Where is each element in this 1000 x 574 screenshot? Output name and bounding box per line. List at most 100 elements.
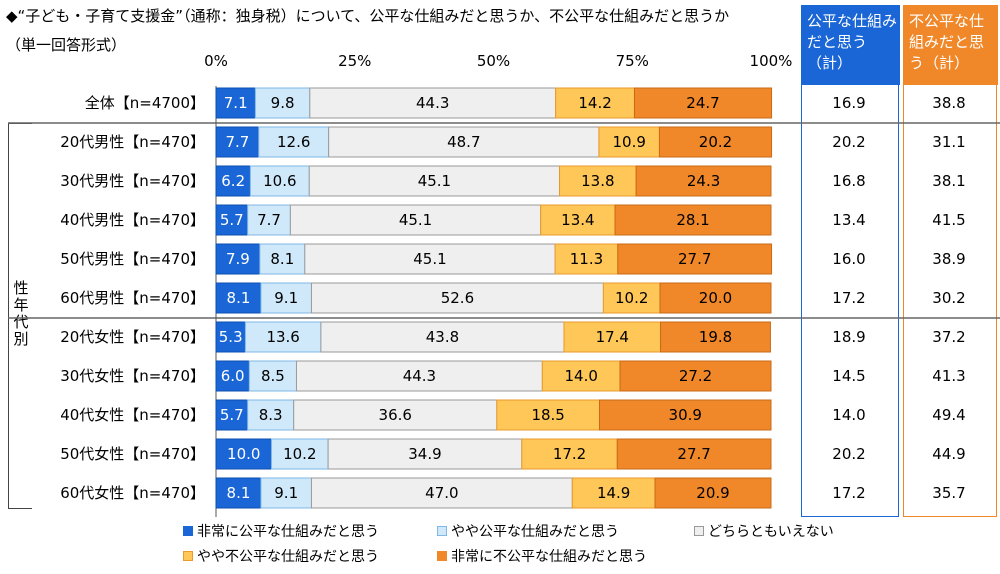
category-label: 20代男性【n=470】 [60, 133, 205, 151]
unfair-total-value: 37.2 [932, 328, 965, 346]
data-label: 13.6 [266, 328, 299, 346]
bar-segment [328, 126, 600, 158]
data-label: 52.6 [441, 289, 474, 307]
data-label: 11.3 [570, 250, 603, 268]
data-label: 12.6 [277, 133, 310, 151]
data-label: 14.2 [578, 94, 611, 112]
legend-swatch [183, 551, 193, 561]
bar-segment [320, 321, 565, 353]
bar-segment [215, 243, 261, 275]
bar-segment [260, 282, 312, 314]
legend-swatch [437, 526, 447, 536]
legend-item-somewhat-fair: やや公平な仕組みだと思う [437, 521, 619, 541]
bar-segment [496, 399, 601, 431]
bar-segment [599, 399, 772, 431]
bar-segment [244, 321, 322, 353]
legend-item-neither: どちらともいえない [694, 521, 834, 541]
bar-segment [215, 477, 262, 509]
category-label: 30代女性【n=470】 [60, 367, 205, 385]
bar-segment [310, 477, 573, 509]
unfair-total-value: 38.9 [932, 250, 965, 268]
fair-total-value: 20.2 [832, 445, 865, 463]
x-tick-label: 50% [477, 52, 510, 70]
data-label: 8.1 [227, 484, 251, 502]
data-label: 14.0 [564, 367, 597, 385]
fair-total-value: 20.2 [832, 133, 865, 151]
data-label: 5.7 [220, 406, 244, 424]
chart-title: ◆“子ども・子育て支援金”（通称：独身税）について、公平な仕組みだと思うか、不公… [6, 7, 730, 25]
data-label: 24.7 [686, 94, 719, 112]
legend-label: 非常に不公平な仕組みだと思う [451, 549, 647, 565]
category-label: 30代男性【n=470】 [60, 172, 205, 190]
fair-total-value: 16.0 [832, 250, 865, 268]
bar-segment [215, 87, 256, 119]
data-label: 20.9 [696, 484, 729, 502]
unfair-total-value: 44.9 [932, 445, 965, 463]
fair-total-header: 公平な仕組みだと思う（計） [801, 5, 900, 85]
data-label: 9.8 [271, 94, 295, 112]
bar-segment [310, 282, 604, 314]
bar-segment [563, 321, 662, 353]
data-label: 27.7 [677, 445, 710, 463]
data-label: 10.0 [227, 445, 260, 463]
legend-label: どちらともいえない [708, 524, 834, 540]
data-label: 36.6 [379, 406, 412, 424]
category-label: 40代男性【n=470】 [60, 211, 205, 229]
category-label: 60代男性【n=470】 [60, 289, 205, 307]
bar-segment [215, 360, 250, 392]
legend-swatch [437, 551, 447, 561]
bar-segment [215, 321, 246, 353]
legend-item-very-unfair: 非常に不公平な仕組みだと思う [437, 546, 647, 566]
data-label: 24.3 [687, 172, 720, 190]
bar-segment [654, 477, 772, 509]
x-tick-label: 75% [616, 52, 649, 70]
data-label: 10.6 [263, 172, 296, 190]
data-label: 43.8 [426, 328, 459, 346]
legend-item-somewhat-unfair: やや不公平な仕組みだと思う [183, 546, 379, 566]
bar-segment [254, 87, 311, 119]
data-label: 5.3 [219, 328, 243, 346]
unfair-total-value: 41.5 [932, 211, 965, 229]
data-label: 27.7 [678, 250, 711, 268]
bar-segment [635, 165, 772, 197]
bar-segment [659, 282, 772, 314]
bar-segment [215, 438, 272, 470]
fair-total-value: 16.8 [832, 172, 865, 190]
category-label: 50代女性【n=470】 [60, 445, 205, 463]
data-label: 10.2 [615, 289, 648, 307]
category-label: 50代男性【n=470】 [60, 250, 205, 268]
data-label: 47.0 [425, 484, 458, 502]
bar-segment [289, 204, 542, 236]
fair-total-value: 14.5 [832, 367, 865, 385]
data-label: 8.1 [227, 289, 251, 307]
bar-segment [521, 438, 618, 470]
data-label: 6.0 [221, 367, 245, 385]
bar-segment [559, 165, 637, 197]
unfair-total-value: 31.1 [932, 133, 965, 151]
data-label: 13.8 [581, 172, 614, 190]
bar-segment [215, 282, 262, 314]
stacked-bar-chart: 0% 25% 50% 75% 100% 全体【n=4700】 7.1 9.8 44.3 14.2 2… [8, 52, 1000, 517]
data-label: 28.1 [676, 211, 709, 229]
unfair-total-value: 38.8 [932, 94, 965, 112]
unfair-total-value: 30.2 [932, 289, 965, 307]
bar-segment [258, 126, 330, 158]
answer-format-note: （単一回答形式） [6, 36, 127, 54]
data-label: 45.1 [399, 211, 432, 229]
fair-total-value: 16.9 [832, 94, 865, 112]
data-label: 17.2 [553, 445, 586, 463]
data-label: 6.2 [221, 172, 245, 190]
fair-total-value: 17.2 [832, 484, 865, 502]
category-label: 20代女性【n=470】 [60, 328, 205, 346]
legend-swatch [694, 526, 704, 536]
data-label: 34.9 [408, 445, 441, 463]
unfair-total-value: 49.4 [932, 406, 965, 424]
fair-total-value: 17.2 [832, 289, 865, 307]
data-label: 9.1 [274, 289, 298, 307]
data-label: 19.8 [699, 328, 732, 346]
data-label: 8.3 [259, 406, 283, 424]
legend: 非常に公平な仕組みだと思う やや公平な仕組みだと思う どちらともいえない やや不… [0, 519, 1000, 574]
legend-label: やや公平な仕組みだと思う [451, 524, 619, 540]
bar-segment [619, 360, 772, 392]
data-label: 20.2 [699, 133, 732, 151]
